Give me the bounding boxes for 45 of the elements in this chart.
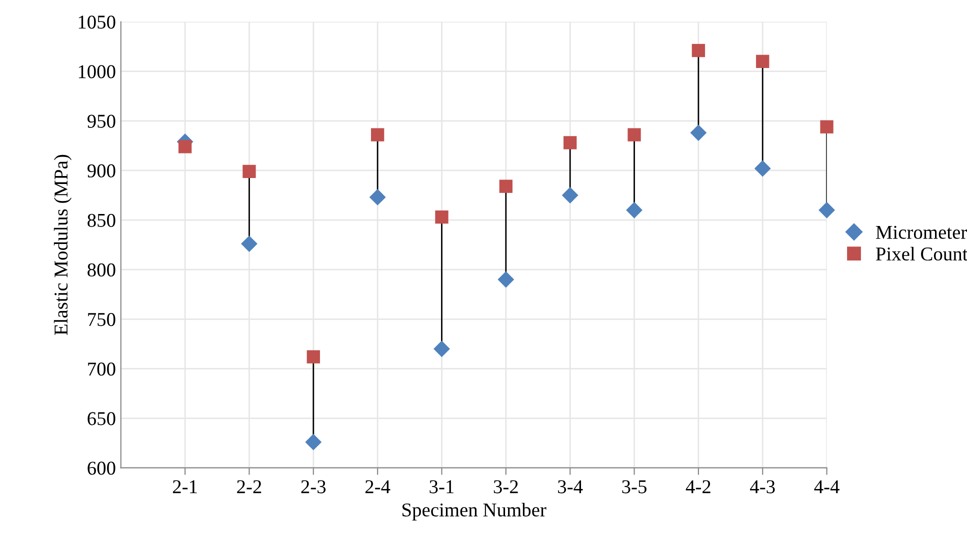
- point: [562, 187, 578, 204]
- y-tick-label: 1000: [78, 65, 116, 78]
- point: [692, 44, 706, 58]
- x-tick-label: 2-1: [172, 480, 197, 494]
- point: [178, 140, 192, 154]
- y-tick-label: 800: [88, 263, 116, 277]
- point: [626, 202, 642, 218]
- y-tick-label: 850: [88, 214, 116, 227]
- point: [820, 120, 834, 134]
- x-axis-title: Specimen Number: [402, 502, 546, 520]
- x-tick-label: 4-4: [814, 480, 840, 494]
- point: [690, 124, 707, 141]
- point: [564, 136, 577, 150]
- x-tick-label: 3-2: [494, 480, 518, 494]
- x-tick-label: 2-2: [237, 480, 262, 494]
- x-tick-label: 3-4: [558, 480, 583, 494]
- point: [305, 434, 322, 450]
- y-tick-label: 700: [88, 362, 116, 376]
- point: [435, 210, 448, 224]
- point: [499, 180, 513, 193]
- point: [818, 202, 835, 218]
- y-tick-label: 600: [88, 462, 116, 475]
- point: [242, 164, 256, 178]
- y-tick-label: 1050: [78, 16, 116, 29]
- point: [434, 340, 450, 358]
- y-tick-label: 950: [87, 114, 116, 128]
- y-tick-label: 900: [87, 164, 116, 178]
- x-tick-label: 2-4: [365, 480, 390, 494]
- point: [754, 160, 771, 177]
- x-tick-label: 3-1: [430, 480, 454, 494]
- x-tick-label: 2-3: [301, 480, 326, 494]
- point: [369, 189, 386, 206]
- y-axis-title: Elastic Modulus (MPa): [54, 154, 72, 335]
- point: [756, 54, 770, 68]
- y-tick-label: 750: [88, 312, 116, 326]
- point: [306, 350, 320, 364]
- y-tick-label: 650: [88, 412, 116, 426]
- x-tick-label: 4-2: [686, 480, 710, 494]
- point: [241, 236, 258, 252]
- x-tick-label: 3-5: [622, 480, 646, 494]
- point: [498, 271, 514, 288]
- point: [370, 128, 384, 142]
- legend-label: Micrometer: [876, 226, 967, 239]
- x-tick-label: 4-3: [750, 480, 775, 494]
- point: [628, 128, 641, 142]
